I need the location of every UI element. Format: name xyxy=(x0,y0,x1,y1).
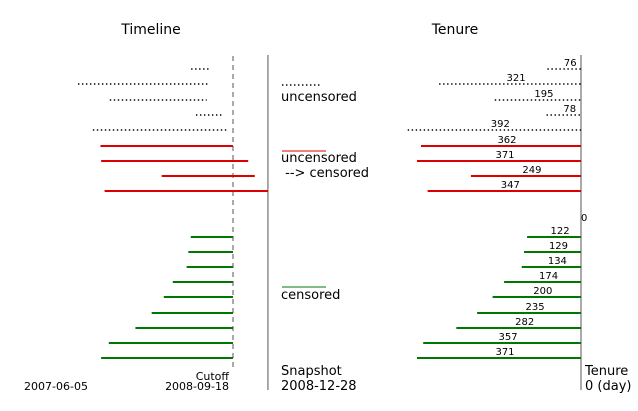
tenure-value-label: 371 xyxy=(495,150,514,161)
tenure-value-label: 200 xyxy=(533,286,552,297)
tenure-value-label: 357 xyxy=(499,332,518,343)
tenure-value-label: 282 xyxy=(515,317,534,328)
tenure-value-label: 174 xyxy=(539,271,558,282)
legend-label-uncensored: uncensored xyxy=(281,90,357,105)
tenure-value-label: 321 xyxy=(507,73,526,84)
tenure-value-label: 134 xyxy=(548,256,567,267)
tenure-value-label: 78 xyxy=(563,104,576,115)
tenure-value-label: 195 xyxy=(534,89,553,100)
tenure-value-label: 249 xyxy=(522,165,541,176)
tenure-axis-label: Tenure 0 (day) xyxy=(584,364,631,394)
tick-label-cutoff: 2008-09-18 xyxy=(165,380,229,393)
legend-label-uncensored-to-censored: uncensored --> censored xyxy=(281,151,369,181)
tenure-value-label: 362 xyxy=(497,135,516,146)
tenure-value-label: 371 xyxy=(495,347,514,358)
tenure-value-label: 122 xyxy=(550,226,569,237)
tenure-value-label: 235 xyxy=(526,302,545,313)
cutoff-caption: Cutoff xyxy=(196,370,230,383)
snapshot-caption: Snapshot xyxy=(281,364,342,379)
tenure-value-label: 76 xyxy=(564,58,577,69)
tenure-zero-label: 0 xyxy=(581,213,587,224)
tenure-value-label: 392 xyxy=(491,119,510,130)
legend-label-censored: censored xyxy=(281,288,340,303)
tick-label-start: 2007-06-05 xyxy=(24,380,88,393)
tenure-value-label: 347 xyxy=(501,180,520,191)
timeline-title: Timeline xyxy=(120,22,181,38)
snapshot-date: 2008-12-28 xyxy=(281,379,357,394)
tenure-title: Tenure xyxy=(431,22,479,38)
tenure-value-label: 129 xyxy=(549,241,568,252)
